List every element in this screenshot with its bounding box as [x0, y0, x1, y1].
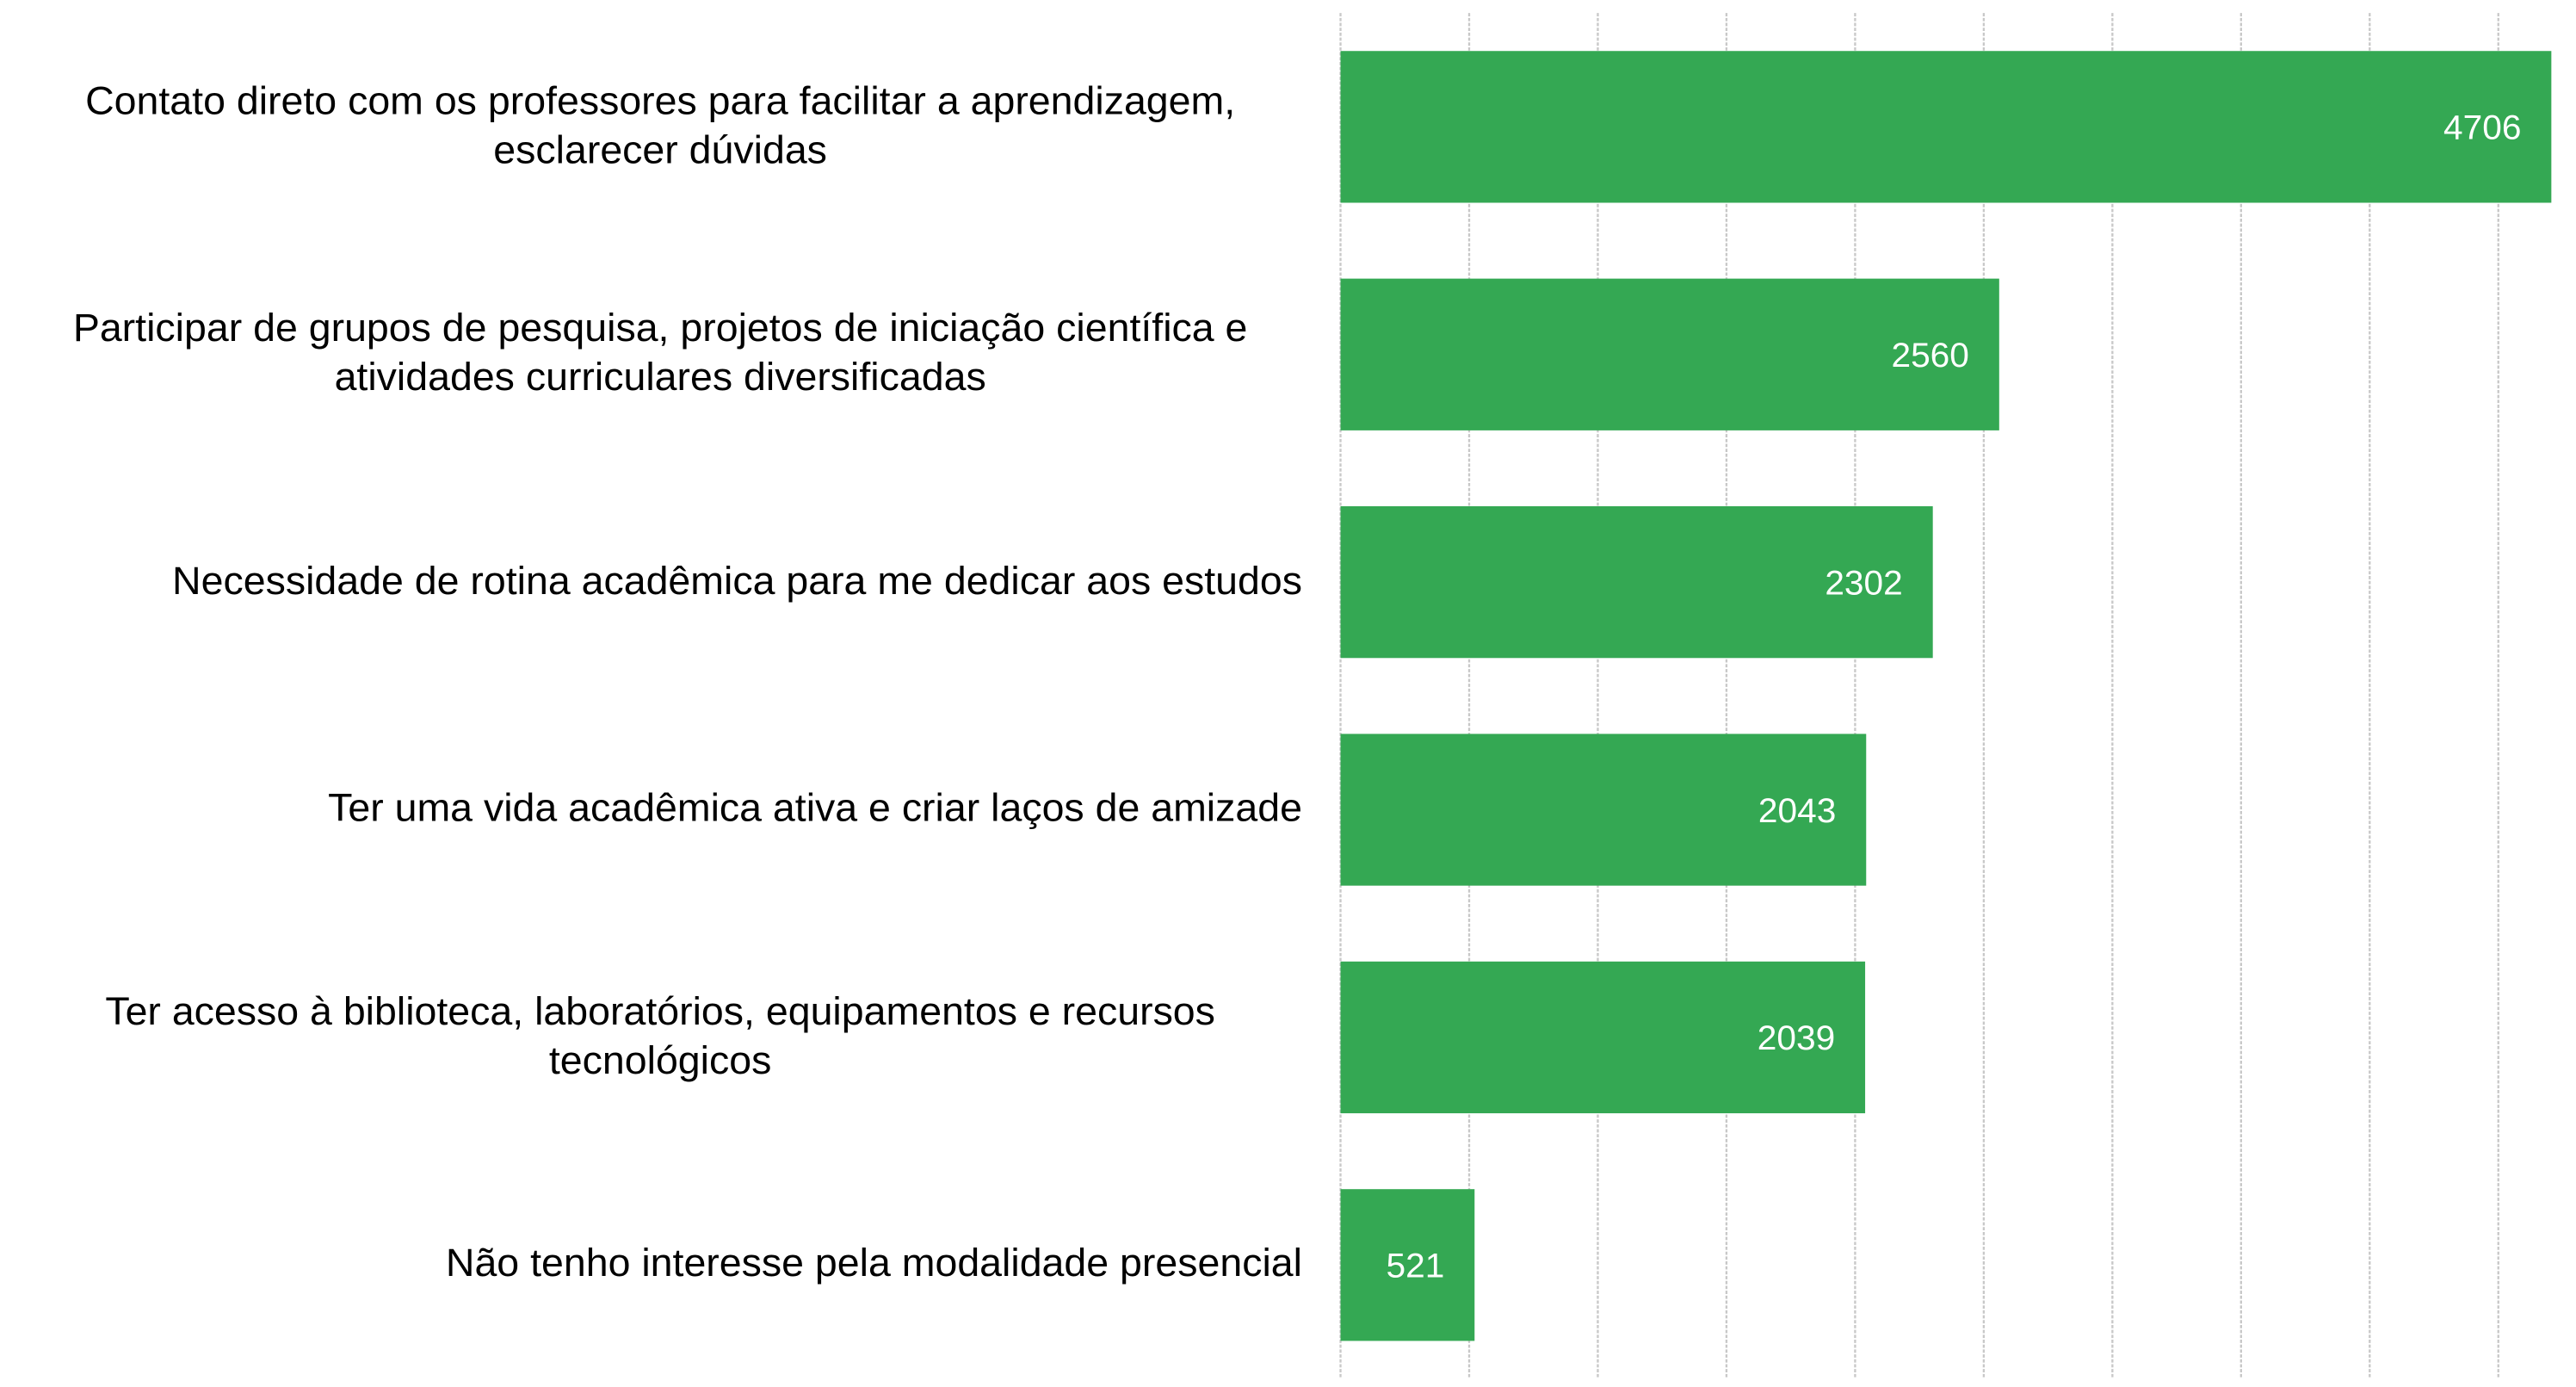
value-label: 2039 — [1757, 1019, 1835, 1058]
bar — [1340, 506, 1933, 659]
value-label: 2560 — [1891, 336, 1968, 375]
value-label: 2302 — [1825, 564, 1902, 603]
category-label-box: Ter uma vida acadêmica ativa e criar laç… — [0, 696, 1302, 923]
category-label: Não tenho interesse pela modalidade pres… — [445, 1241, 1302, 1286]
category-label-box: Não tenho interesse pela modalidade pres… — [0, 1151, 1302, 1378]
category-label-wrap: Participar de grupos de pesquisa, projet… — [0, 241, 1302, 468]
value-label: 521 — [1387, 1247, 1445, 1285]
category-label-wrap: Ter acesso à biblioteca, laboratórios, e… — [0, 924, 1302, 1151]
category-label-box: Ter acesso à biblioteca, laboratórios, e… — [0, 924, 1302, 1151]
category-label-box: Participar de grupos de pesquisa, projet… — [0, 241, 1302, 468]
value-label: 4706 — [2443, 108, 2521, 147]
category-label-wrap: Necessidade de rotina acadêmica para me … — [0, 468, 1302, 696]
category-label-wrap: Contato direto com os professores para f… — [0, 13, 1302, 240]
category-label-wrap: Não tenho interesse pela modalidade pres… — [0, 1151, 1302, 1378]
category-label-box: Contato direto com os professores para f… — [0, 13, 1302, 240]
value-label: 2043 — [1758, 791, 1836, 830]
category-label-box: Necessidade de rotina acadêmica para me … — [0, 468, 1302, 696]
category-label: Participar de grupos de pesquisa, projet… — [72, 307, 1248, 400]
bar — [1340, 1189, 1475, 1341]
bar — [1340, 961, 1866, 1114]
bar — [1340, 51, 2552, 203]
bar — [1340, 278, 1999, 430]
category-label: Contato direto com os professores para f… — [85, 79, 1236, 173]
category-label-wrap: Ter uma vida acadêmica ativa e criar laç… — [0, 696, 1302, 923]
category-label: Necessidade de rotina acadêmica para me … — [172, 559, 1302, 604]
bar — [1340, 734, 1867, 886]
category-label: Ter uma vida acadêmica ativa e criar laç… — [328, 787, 1302, 832]
category-label: Ter acesso à biblioteca, laboratórios, e… — [105, 989, 1215, 1084]
